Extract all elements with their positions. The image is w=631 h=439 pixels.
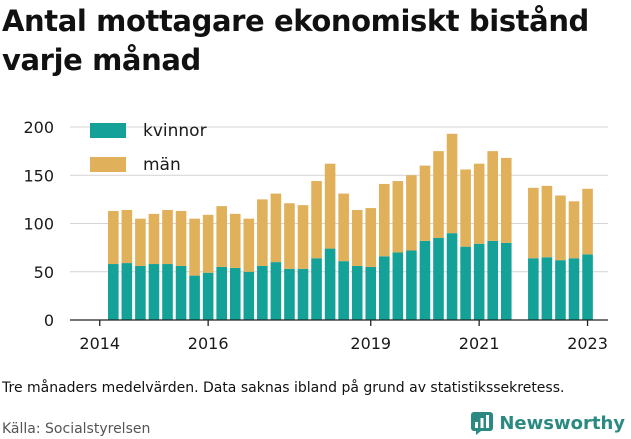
bar-kvinnor bbox=[189, 275, 200, 320]
newsworthy-logo-icon bbox=[471, 412, 494, 435]
bar-kvinnor bbox=[229, 267, 241, 320]
bar-man bbox=[500, 157, 512, 243]
x-tick-label: 2023 bbox=[567, 334, 608, 353]
bar-kvinnor bbox=[297, 268, 309, 320]
x-tick-label: 2019 bbox=[350, 334, 391, 353]
bar-kvinnor bbox=[406, 250, 417, 320]
brand-logo: Newsworthy bbox=[470, 411, 625, 435]
bar-kvinnor bbox=[121, 263, 133, 320]
y-tick-label: 200 bbox=[23, 118, 54, 137]
bar-man bbox=[202, 214, 214, 273]
bar-kvinnor bbox=[135, 265, 146, 320]
bar-man bbox=[406, 175, 417, 251]
bar-kvinnor bbox=[541, 257, 553, 320]
brand-name: Newsworthy bbox=[499, 412, 625, 434]
bar-kvinnor bbox=[379, 256, 390, 320]
x-tick-label: 2016 bbox=[188, 334, 229, 353]
bar-kvinnor bbox=[473, 243, 485, 320]
legend-label: män bbox=[143, 155, 181, 175]
bar-man bbox=[419, 165, 431, 241]
bar-man bbox=[311, 181, 322, 259]
bar-kvinnor bbox=[433, 237, 444, 320]
bar-kvinnor bbox=[202, 272, 214, 320]
bar-kvinnor bbox=[175, 265, 187, 320]
bar-man bbox=[582, 188, 593, 255]
legend-swatch bbox=[90, 123, 126, 138]
bar-kvinnor bbox=[460, 246, 471, 320]
bar-man bbox=[108, 210, 119, 265]
chart-title: Antal mottagare ekonomiskt bistånd varje… bbox=[2, 4, 589, 77]
bar-kvinnor bbox=[108, 264, 119, 320]
bar-man bbox=[338, 193, 349, 262]
bar-kvinnor bbox=[257, 265, 268, 320]
bar-man bbox=[135, 218, 146, 266]
bar-man bbox=[216, 206, 227, 267]
bar-man bbox=[555, 195, 566, 261]
bar-man bbox=[324, 163, 336, 249]
bar-man bbox=[229, 213, 241, 268]
bar-kvinnor bbox=[365, 266, 377, 320]
bar-kvinnor bbox=[582, 254, 593, 320]
bar-kvinnor bbox=[555, 260, 566, 320]
bar-man bbox=[189, 218, 200, 276]
bar-kvinnor bbox=[311, 258, 322, 320]
bar-kvinnor bbox=[500, 242, 512, 320]
bar-man bbox=[175, 210, 187, 266]
bar-man bbox=[487, 151, 498, 241]
bars bbox=[108, 133, 593, 320]
axes: 0 50 100 150 200 2014 2016 2019 2021 2023 bbox=[23, 118, 608, 353]
bar-man bbox=[284, 203, 295, 269]
legend-label: kvinnor bbox=[143, 121, 207, 141]
stacked-bar-chart: 0 50 100 150 200 2014 2016 2019 2021 2023 kvinnor… bbox=[23, 118, 608, 353]
bar-kvinnor bbox=[324, 248, 336, 320]
bar-kvinnor bbox=[487, 240, 498, 320]
bar-kvinnor bbox=[419, 240, 431, 320]
chart-note: Tre månaders medelvärden. Data saknas ib… bbox=[2, 380, 565, 396]
bar-man bbox=[297, 205, 309, 269]
source-label: Källa: Socialstyrelsen bbox=[2, 421, 151, 437]
bar-kvinnor bbox=[528, 258, 539, 320]
bar-kvinnor bbox=[216, 266, 227, 320]
legend-swatch bbox=[90, 157, 126, 172]
bar-kvinnor bbox=[351, 265, 363, 320]
bar-man bbox=[351, 209, 363, 266]
bar-kvinnor bbox=[243, 271, 255, 320]
bar-kvinnor bbox=[148, 264, 160, 320]
bar-man bbox=[528, 187, 539, 259]
bar-man bbox=[446, 133, 458, 234]
x-tick-label: 2021 bbox=[459, 334, 500, 353]
bar-kvinnor bbox=[392, 252, 404, 320]
bar-man bbox=[392, 181, 404, 253]
bar-kvinnor bbox=[446, 233, 458, 320]
bar-kvinnor bbox=[162, 264, 173, 320]
bar-man bbox=[162, 209, 173, 265]
bar-man bbox=[270, 193, 282, 263]
bar-man bbox=[148, 213, 160, 265]
bar-kvinnor bbox=[568, 258, 580, 320]
bar-man bbox=[243, 218, 255, 272]
bar-man bbox=[433, 151, 444, 238]
y-tick-label: 100 bbox=[23, 215, 54, 234]
y-tick-label: 50 bbox=[34, 263, 54, 282]
bar-kvinnor bbox=[338, 261, 349, 320]
bar-kvinnor bbox=[270, 262, 282, 320]
x-tick-label: 2014 bbox=[79, 334, 120, 353]
bar-man bbox=[473, 163, 485, 244]
bar-kvinnor bbox=[284, 268, 295, 320]
bar-man bbox=[568, 201, 580, 259]
bar-man bbox=[121, 209, 133, 264]
y-tick-label: 150 bbox=[23, 166, 54, 185]
legend: kvinnor män bbox=[90, 121, 207, 175]
bar-man bbox=[379, 183, 390, 257]
bar-man bbox=[257, 199, 268, 266]
bar-man bbox=[365, 208, 377, 267]
y-tick-label: 0 bbox=[44, 311, 54, 330]
bar-man bbox=[541, 185, 553, 258]
bar-man bbox=[460, 169, 471, 247]
